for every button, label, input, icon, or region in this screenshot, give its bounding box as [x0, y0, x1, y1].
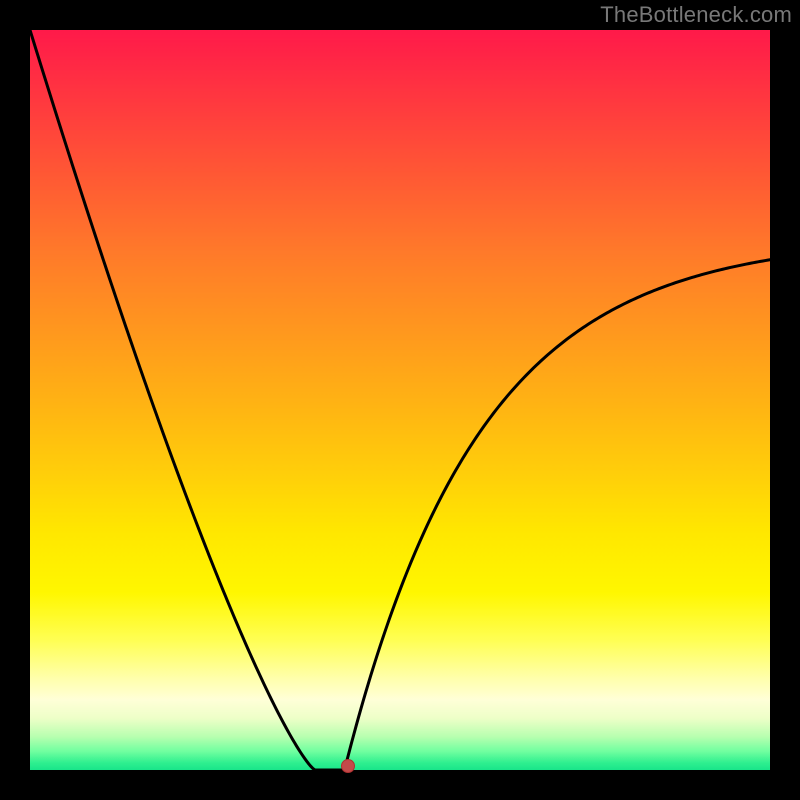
vertex-marker: [341, 759, 355, 773]
plot-area: [30, 30, 770, 770]
watermark: TheBottleneck.com: [600, 2, 792, 28]
bottleneck-curve: [30, 30, 770, 770]
